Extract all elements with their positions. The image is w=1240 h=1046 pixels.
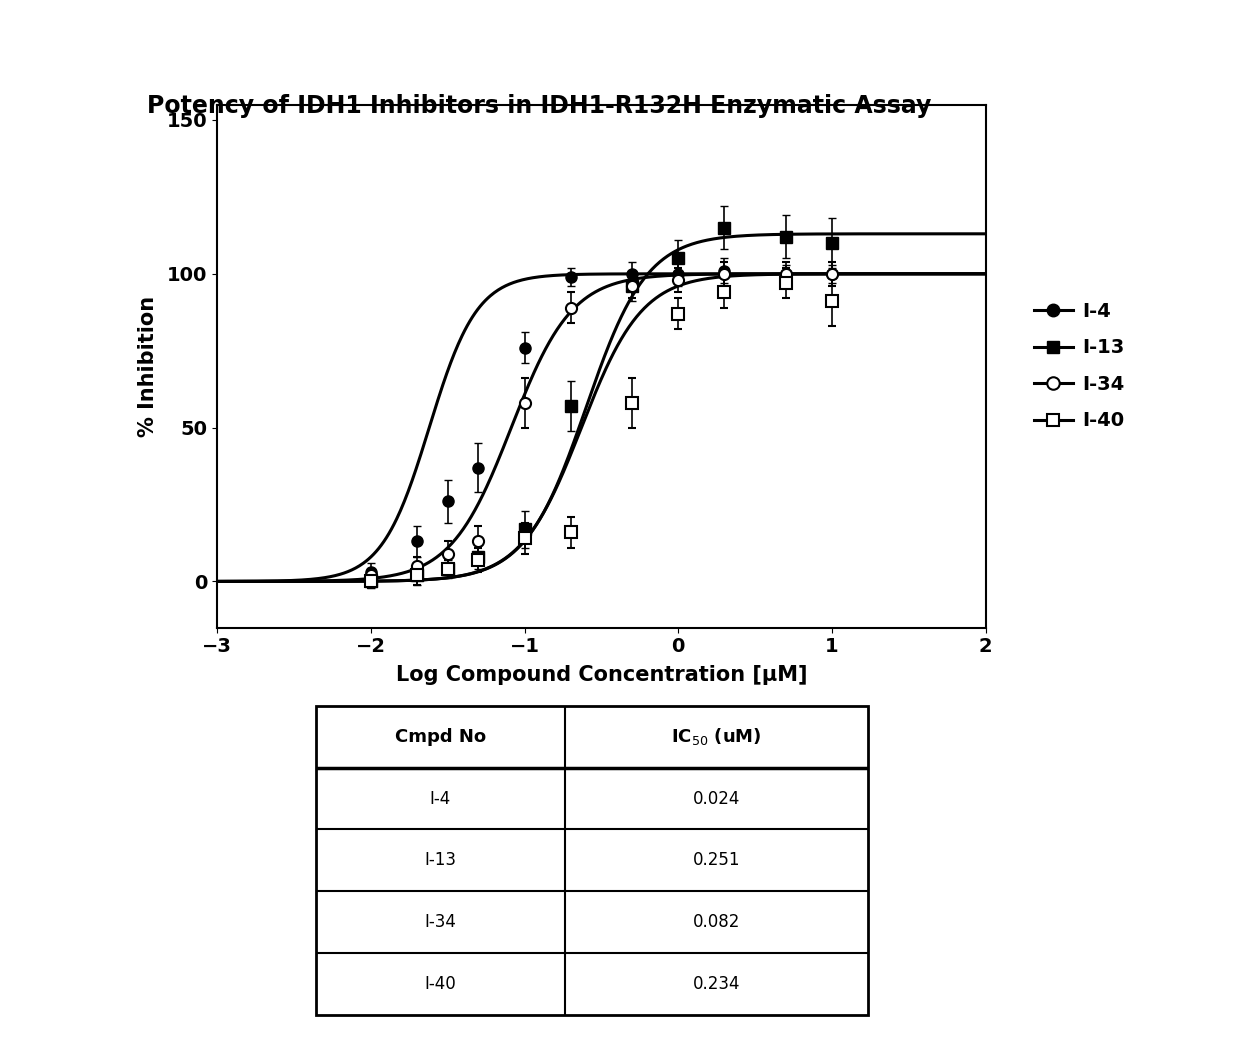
Text: I-4: I-4 xyxy=(430,790,451,808)
Y-axis label: % Inhibition: % Inhibition xyxy=(139,296,159,436)
Text: 0.082: 0.082 xyxy=(693,913,740,931)
Text: 0.251: 0.251 xyxy=(692,851,740,869)
Text: 0.234: 0.234 xyxy=(692,975,740,993)
Text: I-13: I-13 xyxy=(424,851,456,869)
Text: Potency of IDH1 Inhibitors in IDH1-R132H Enzymatic Assay: Potency of IDH1 Inhibitors in IDH1-R132H… xyxy=(146,93,931,117)
Legend: I-4, I-13, I-34, I-40: I-4, I-13, I-34, I-40 xyxy=(1034,302,1125,430)
Text: IC$_{50}$ (uM): IC$_{50}$ (uM) xyxy=(671,726,761,748)
Text: I-34: I-34 xyxy=(424,913,456,931)
Text: I-40: I-40 xyxy=(424,975,456,993)
Text: 0.024: 0.024 xyxy=(693,790,740,808)
Text: Cmpd No: Cmpd No xyxy=(394,728,486,746)
X-axis label: Log Compound Concentration [μM]: Log Compound Concentration [μM] xyxy=(396,664,807,685)
